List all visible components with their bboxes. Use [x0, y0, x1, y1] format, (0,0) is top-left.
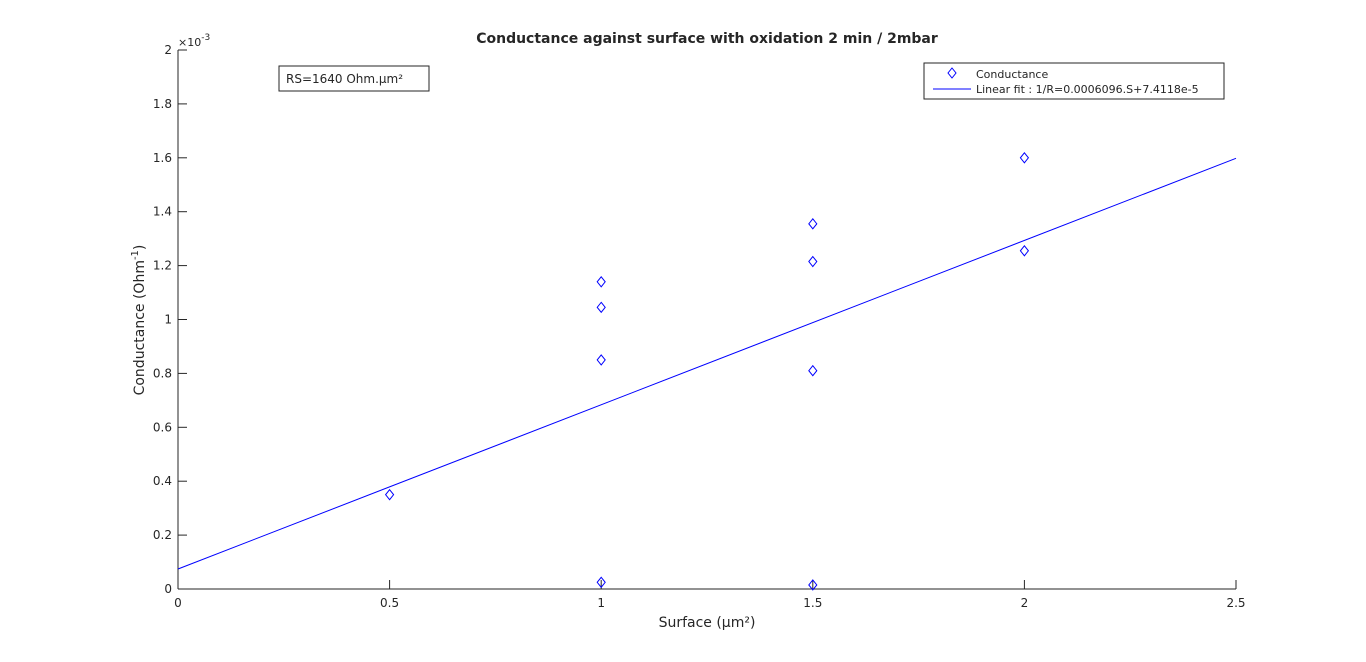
- y-axis-label-main: Conductance (Ohm: [132, 260, 148, 395]
- x-axis-label: Surface (µm²): [659, 615, 756, 631]
- x-tick-label: 2.5: [1226, 596, 1245, 610]
- data-point-diamond: [808, 364, 818, 377]
- y-tick-label: 1: [164, 313, 172, 327]
- data-point-diamond: [384, 488, 395, 501]
- data-point-diamond: [808, 218, 818, 230]
- y-tick-label: 0.6: [153, 420, 172, 434]
- y-tick-label: 1.2: [153, 259, 172, 273]
- svg-text:×10-3: ×10-3: [178, 33, 210, 49]
- y-tick-label: 1.4: [153, 205, 172, 219]
- legend-label-conductance: Conductance: [976, 68, 1048, 81]
- data-point-diamond: [596, 275, 606, 288]
- data-point-diamond: [808, 579, 818, 591]
- annotation-text: RS=1640 Ohm.µm²: [286, 72, 403, 86]
- fit-line-group: [177, 157, 1237, 570]
- x-ticks: 0 0.5 1 1.5 2 2.5: [174, 580, 1246, 610]
- y-exponent-label: ×10-3: [178, 33, 210, 49]
- y-axis-label-sup: -1: [130, 250, 141, 260]
- y-ticks: 0 0.2 0.4 0.6 0.8 1 1.2 1.4 1.6 1.8 2: [153, 43, 187, 596]
- data-point-diamond: [1019, 151, 1030, 164]
- x-tick-label: 0.5: [380, 596, 399, 610]
- x-tick-label: 2: [1021, 596, 1029, 610]
- linear-fit-line: [177, 157, 1237, 570]
- chart-title: Conductance against surface with oxidati…: [476, 31, 938, 47]
- y-tick-label: 0.4: [153, 474, 172, 488]
- y-axis-label: Conductance (Ohm-1): [130, 245, 148, 396]
- y-tick-label: 0.2: [153, 528, 172, 542]
- x-tick-label: 1.5: [803, 596, 822, 610]
- legend: Conductance Linear fit : 1/R=0.0006096.S…: [923, 62, 1225, 100]
- svg-text:Conductance (Ohm-1): Conductance (Ohm-1): [130, 245, 148, 396]
- legend-box: [923, 62, 1225, 100]
- y-tick-label: 0.8: [153, 366, 172, 380]
- y-exponent-power: -3: [201, 33, 210, 43]
- x-tick-label: 0: [174, 596, 182, 610]
- y-tick-label: 0: [164, 582, 172, 596]
- data-point-diamond: [596, 354, 606, 366]
- data-points: [384, 151, 1030, 591]
- x-tick-label: 1: [597, 596, 605, 610]
- y-axis-label-end: ): [132, 245, 148, 250]
- legend-marker-diamond: [947, 67, 957, 79]
- y-exponent-base: ×10: [178, 36, 201, 49]
- data-point-diamond: [596, 576, 606, 589]
- data-point-diamond: [596, 301, 606, 314]
- legend-label-linear-fit: Linear fit : 1/R=0.0006096.S+7.4118e-5: [976, 83, 1199, 96]
- data-point-diamond: [1019, 244, 1030, 257]
- y-tick-label: 1.8: [153, 97, 172, 111]
- data-point-diamond: [808, 255, 818, 268]
- y-tick-label: 2: [164, 43, 172, 57]
- annotation-box: RS=1640 Ohm.µm²: [278, 65, 430, 92]
- y-tick-label: 1.6: [153, 151, 172, 165]
